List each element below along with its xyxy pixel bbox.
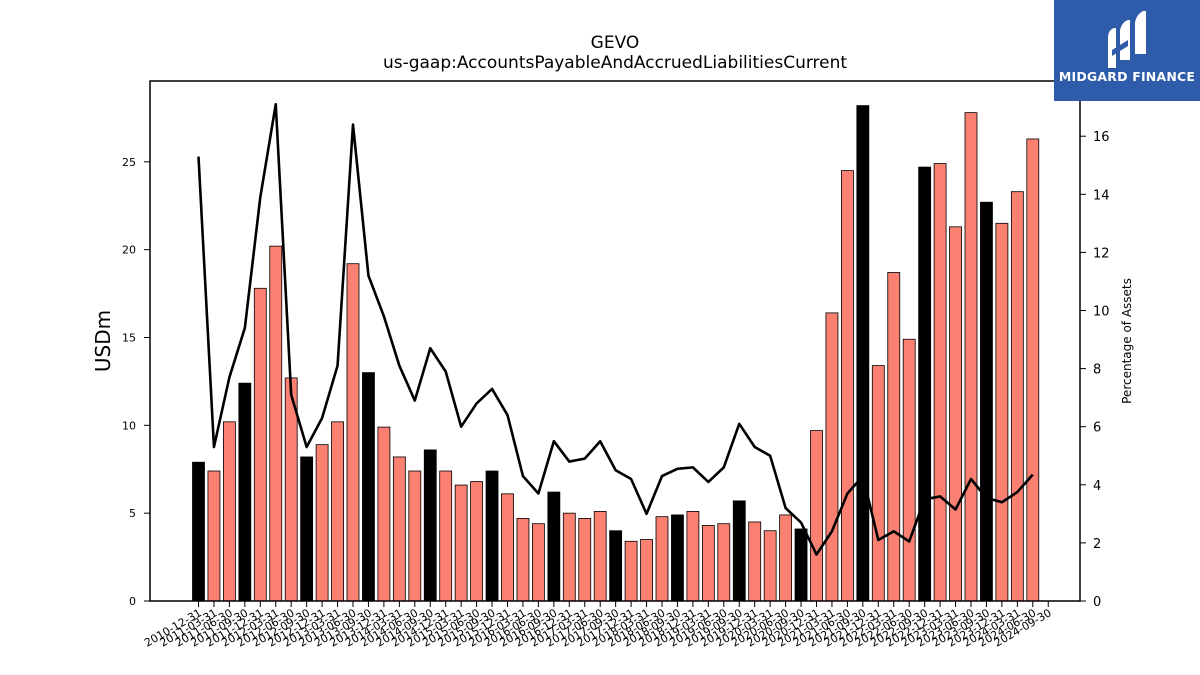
logo-text: MIDGARD FINANCE	[1059, 69, 1195, 84]
bar	[949, 226, 962, 602]
bar-series	[192, 105, 1040, 602]
bar	[269, 245, 283, 602]
bar	[439, 470, 453, 602]
bar	[547, 491, 561, 602]
bar	[841, 170, 854, 602]
bar	[501, 493, 514, 602]
y2-tick-label: 14	[1093, 188, 1110, 203]
x-axis: 2010-12-312011-03-312011-06-302011-09-30…	[142, 601, 1054, 650]
bar	[377, 426, 391, 602]
bar	[794, 528, 808, 602]
bar	[748, 521, 762, 602]
y2-tick-label: 8	[1093, 363, 1101, 378]
bar	[1026, 138, 1040, 602]
y-axis-left: 0 5 10 15 20 25	[122, 156, 150, 608]
y-axis-label: USDm	[91, 310, 115, 372]
y2-tick-label: 10	[1093, 304, 1110, 319]
y-tick-label: 20	[122, 244, 136, 257]
bar	[918, 166, 932, 602]
y2-tick-label: 12	[1093, 246, 1110, 261]
bar	[732, 500, 746, 602]
bar	[871, 365, 885, 602]
bar	[408, 470, 422, 602]
bar	[346, 263, 360, 602]
bar	[470, 481, 484, 602]
plot-frame	[149, 80, 1081, 602]
bar	[222, 421, 236, 602]
y-tick-label: 10	[122, 419, 136, 432]
bar	[331, 421, 344, 602]
bar	[454, 484, 468, 602]
line-series	[197, 102, 1034, 556]
bar	[671, 514, 684, 602]
bar	[392, 456, 406, 602]
bar	[655, 516, 669, 602]
bar	[933, 163, 947, 602]
bar	[207, 470, 221, 602]
bar	[593, 511, 607, 602]
y-tick-label: 15	[122, 331, 136, 344]
bar	[423, 449, 437, 602]
bar	[980, 201, 993, 602]
bar	[1010, 191, 1024, 602]
bar	[532, 523, 545, 602]
bar	[717, 523, 731, 602]
bar	[315, 444, 329, 602]
logo: MIDGARD FINANCE	[1054, 0, 1200, 101]
y2-tick-label: 4	[1093, 479, 1101, 494]
y2-tick-label: 0	[1093, 595, 1101, 610]
bar	[578, 518, 592, 602]
y-tick-label: 0	[129, 595, 136, 608]
y-tick-label: 25	[122, 156, 136, 169]
bar	[253, 287, 267, 602]
chart-title: GEVO	[591, 33, 640, 53]
bar	[609, 530, 623, 602]
series-line	[197, 102, 1034, 556]
bar	[300, 456, 314, 602]
bar	[624, 540, 638, 602]
bar	[362, 372, 375, 602]
bar	[562, 512, 576, 602]
bar	[516, 518, 530, 602]
y-tick-label: 5	[129, 507, 136, 520]
bar	[763, 530, 777, 602]
bar	[995, 222, 1009, 602]
midgard-logo-icon	[1108, 11, 1146, 68]
y-axis-right: 0 2 4 6 8 10 12 14 16	[1080, 130, 1110, 610]
y2-tick-label: 6	[1093, 421, 1101, 436]
bar	[485, 470, 499, 602]
bar	[192, 461, 205, 602]
y2-tick-label: 2	[1093, 537, 1101, 552]
bar	[902, 338, 916, 602]
bar	[856, 105, 870, 602]
bar	[238, 382, 252, 602]
bar	[825, 312, 839, 602]
y2-axis-label: Percentage of Assets	[1120, 278, 1134, 404]
y2-tick-label: 16	[1093, 130, 1110, 145]
bar	[640, 539, 653, 602]
bar	[810, 430, 823, 602]
bar	[779, 514, 792, 602]
chart-subtitle: us-gaap:AccountsPayableAndAccruedLiabili…	[383, 53, 847, 73]
bar	[686, 511, 700, 602]
bar	[887, 272, 901, 602]
bar	[701, 525, 715, 602]
bar	[964, 112, 978, 602]
